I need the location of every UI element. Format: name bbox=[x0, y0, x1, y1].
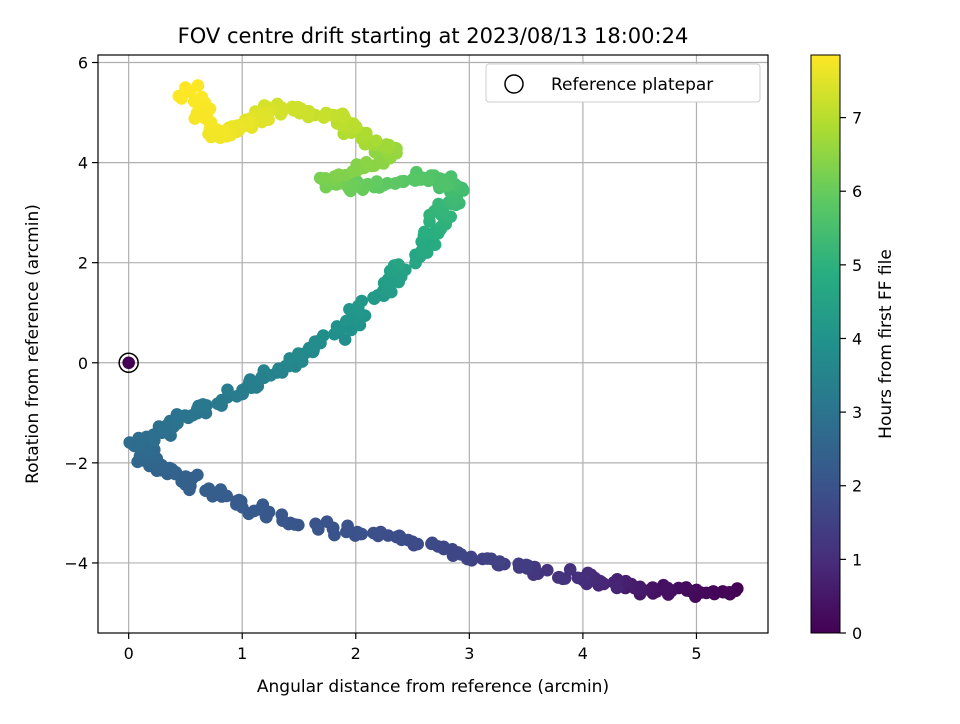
data-point bbox=[191, 79, 205, 92]
colorbar-tick-label: 6 bbox=[852, 182, 862, 201]
y-tick-label: −4 bbox=[64, 554, 88, 573]
data-point bbox=[312, 523, 325, 536]
y-tick-label: 2 bbox=[78, 254, 88, 273]
data-point bbox=[200, 399, 213, 412]
data-point bbox=[317, 329, 330, 342]
reference-start-point bbox=[122, 356, 135, 370]
y-tick-label: 0 bbox=[78, 354, 88, 373]
data-point bbox=[410, 173, 424, 187]
data-point bbox=[382, 138, 396, 152]
data-point bbox=[552, 571, 565, 584]
y-tick-label: 4 bbox=[78, 154, 88, 173]
x-tick-label: 1 bbox=[237, 644, 247, 663]
data-point bbox=[333, 168, 346, 182]
data-point bbox=[195, 90, 209, 104]
data-point bbox=[179, 470, 192, 483]
y-tick-label: −2 bbox=[64, 454, 88, 473]
x-tick-label: 2 bbox=[351, 644, 361, 663]
data-point bbox=[355, 527, 369, 541]
colorbar-gradient bbox=[810, 54, 841, 634]
data-point bbox=[418, 225, 431, 239]
data-point bbox=[389, 177, 402, 190]
data-point bbox=[275, 101, 289, 114]
legend: Reference platepar bbox=[485, 63, 761, 103]
colorbar-tick-label: 2 bbox=[852, 477, 862, 496]
data-point bbox=[214, 483, 227, 496]
chart-title: FOV centre drift starting at 2023/08/13 … bbox=[178, 24, 689, 48]
colorbar-tick-label: 1 bbox=[852, 550, 862, 569]
data-point bbox=[520, 558, 533, 572]
x-tick-label: 4 bbox=[578, 644, 588, 663]
data-point bbox=[541, 563, 554, 577]
colorbar: 0 1 2 3 4 5 6 7 Hours from first FF file bbox=[810, 54, 896, 643]
data-point bbox=[610, 581, 624, 595]
x-axis-label: Angular distance from reference (arcmin) bbox=[257, 677, 609, 697]
legend-marker bbox=[504, 74, 524, 94]
x-tick-label: 0 bbox=[124, 644, 134, 663]
data-point bbox=[355, 294, 369, 308]
data-point bbox=[446, 549, 460, 562]
data-point bbox=[292, 347, 305, 360]
data-point bbox=[661, 581, 674, 595]
colorbar-tick-label: 4 bbox=[852, 329, 862, 348]
plot-frame bbox=[97, 54, 769, 634]
data-point bbox=[172, 89, 186, 103]
data-point bbox=[481, 552, 494, 565]
data-point bbox=[432, 197, 445, 211]
data-point bbox=[563, 563, 577, 576]
data-point bbox=[199, 484, 212, 498]
data-points bbox=[123, 79, 744, 603]
data-point bbox=[341, 519, 354, 533]
colorbar-tick-label: 3 bbox=[852, 403, 862, 422]
y-axis-label: Rotation from reference (arcmin) bbox=[23, 204, 43, 484]
data-point bbox=[338, 333, 352, 346]
colorbar-tick-label: 5 bbox=[852, 256, 862, 275]
x-tick-label: 5 bbox=[691, 644, 701, 663]
y-axis-ticks: −4 −2 0 2 4 6 bbox=[64, 54, 98, 573]
colorbar-label: Hours from first FF file bbox=[876, 249, 896, 439]
data-point bbox=[330, 320, 344, 333]
data-point bbox=[287, 104, 300, 117]
colorbar-tick-label: 0 bbox=[852, 624, 862, 643]
data-point bbox=[257, 364, 271, 377]
data-point bbox=[179, 81, 192, 94]
y-tick-label: 6 bbox=[78, 54, 88, 73]
data-point bbox=[367, 526, 380, 540]
reference-point bbox=[118, 352, 139, 374]
data-point bbox=[716, 585, 730, 599]
colorbar-ticks: 0 1 2 3 4 5 6 7 bbox=[840, 109, 862, 643]
data-point bbox=[275, 508, 289, 521]
data-point bbox=[392, 258, 405, 271]
data-point bbox=[232, 493, 246, 507]
data-point bbox=[256, 498, 270, 512]
legend-box bbox=[485, 63, 761, 103]
data-point bbox=[243, 373, 257, 386]
x-axis-ticks: 0 1 2 3 4 5 bbox=[124, 633, 702, 663]
data-point bbox=[369, 134, 383, 147]
data-point bbox=[422, 174, 435, 188]
x-tick-label: 3 bbox=[464, 644, 474, 663]
grid-lines bbox=[98, 55, 768, 633]
data-point bbox=[215, 393, 229, 407]
colorbar-tick-label: 7 bbox=[852, 109, 862, 128]
data-point bbox=[296, 103, 309, 117]
data-point bbox=[493, 555, 506, 568]
data-point bbox=[360, 126, 373, 140]
data-point bbox=[336, 110, 350, 124]
data-point bbox=[571, 571, 585, 585]
data-point bbox=[428, 238, 442, 251]
data-point bbox=[262, 113, 275, 126]
data-point bbox=[320, 515, 334, 528]
data-point bbox=[221, 383, 234, 397]
data-point bbox=[425, 537, 438, 551]
data-point bbox=[360, 156, 373, 169]
legend-entry-reference: Reference platepar bbox=[551, 75, 713, 95]
data-point bbox=[217, 126, 230, 139]
data-point bbox=[317, 111, 331, 124]
reference-platepar-marker bbox=[118, 352, 139, 374]
